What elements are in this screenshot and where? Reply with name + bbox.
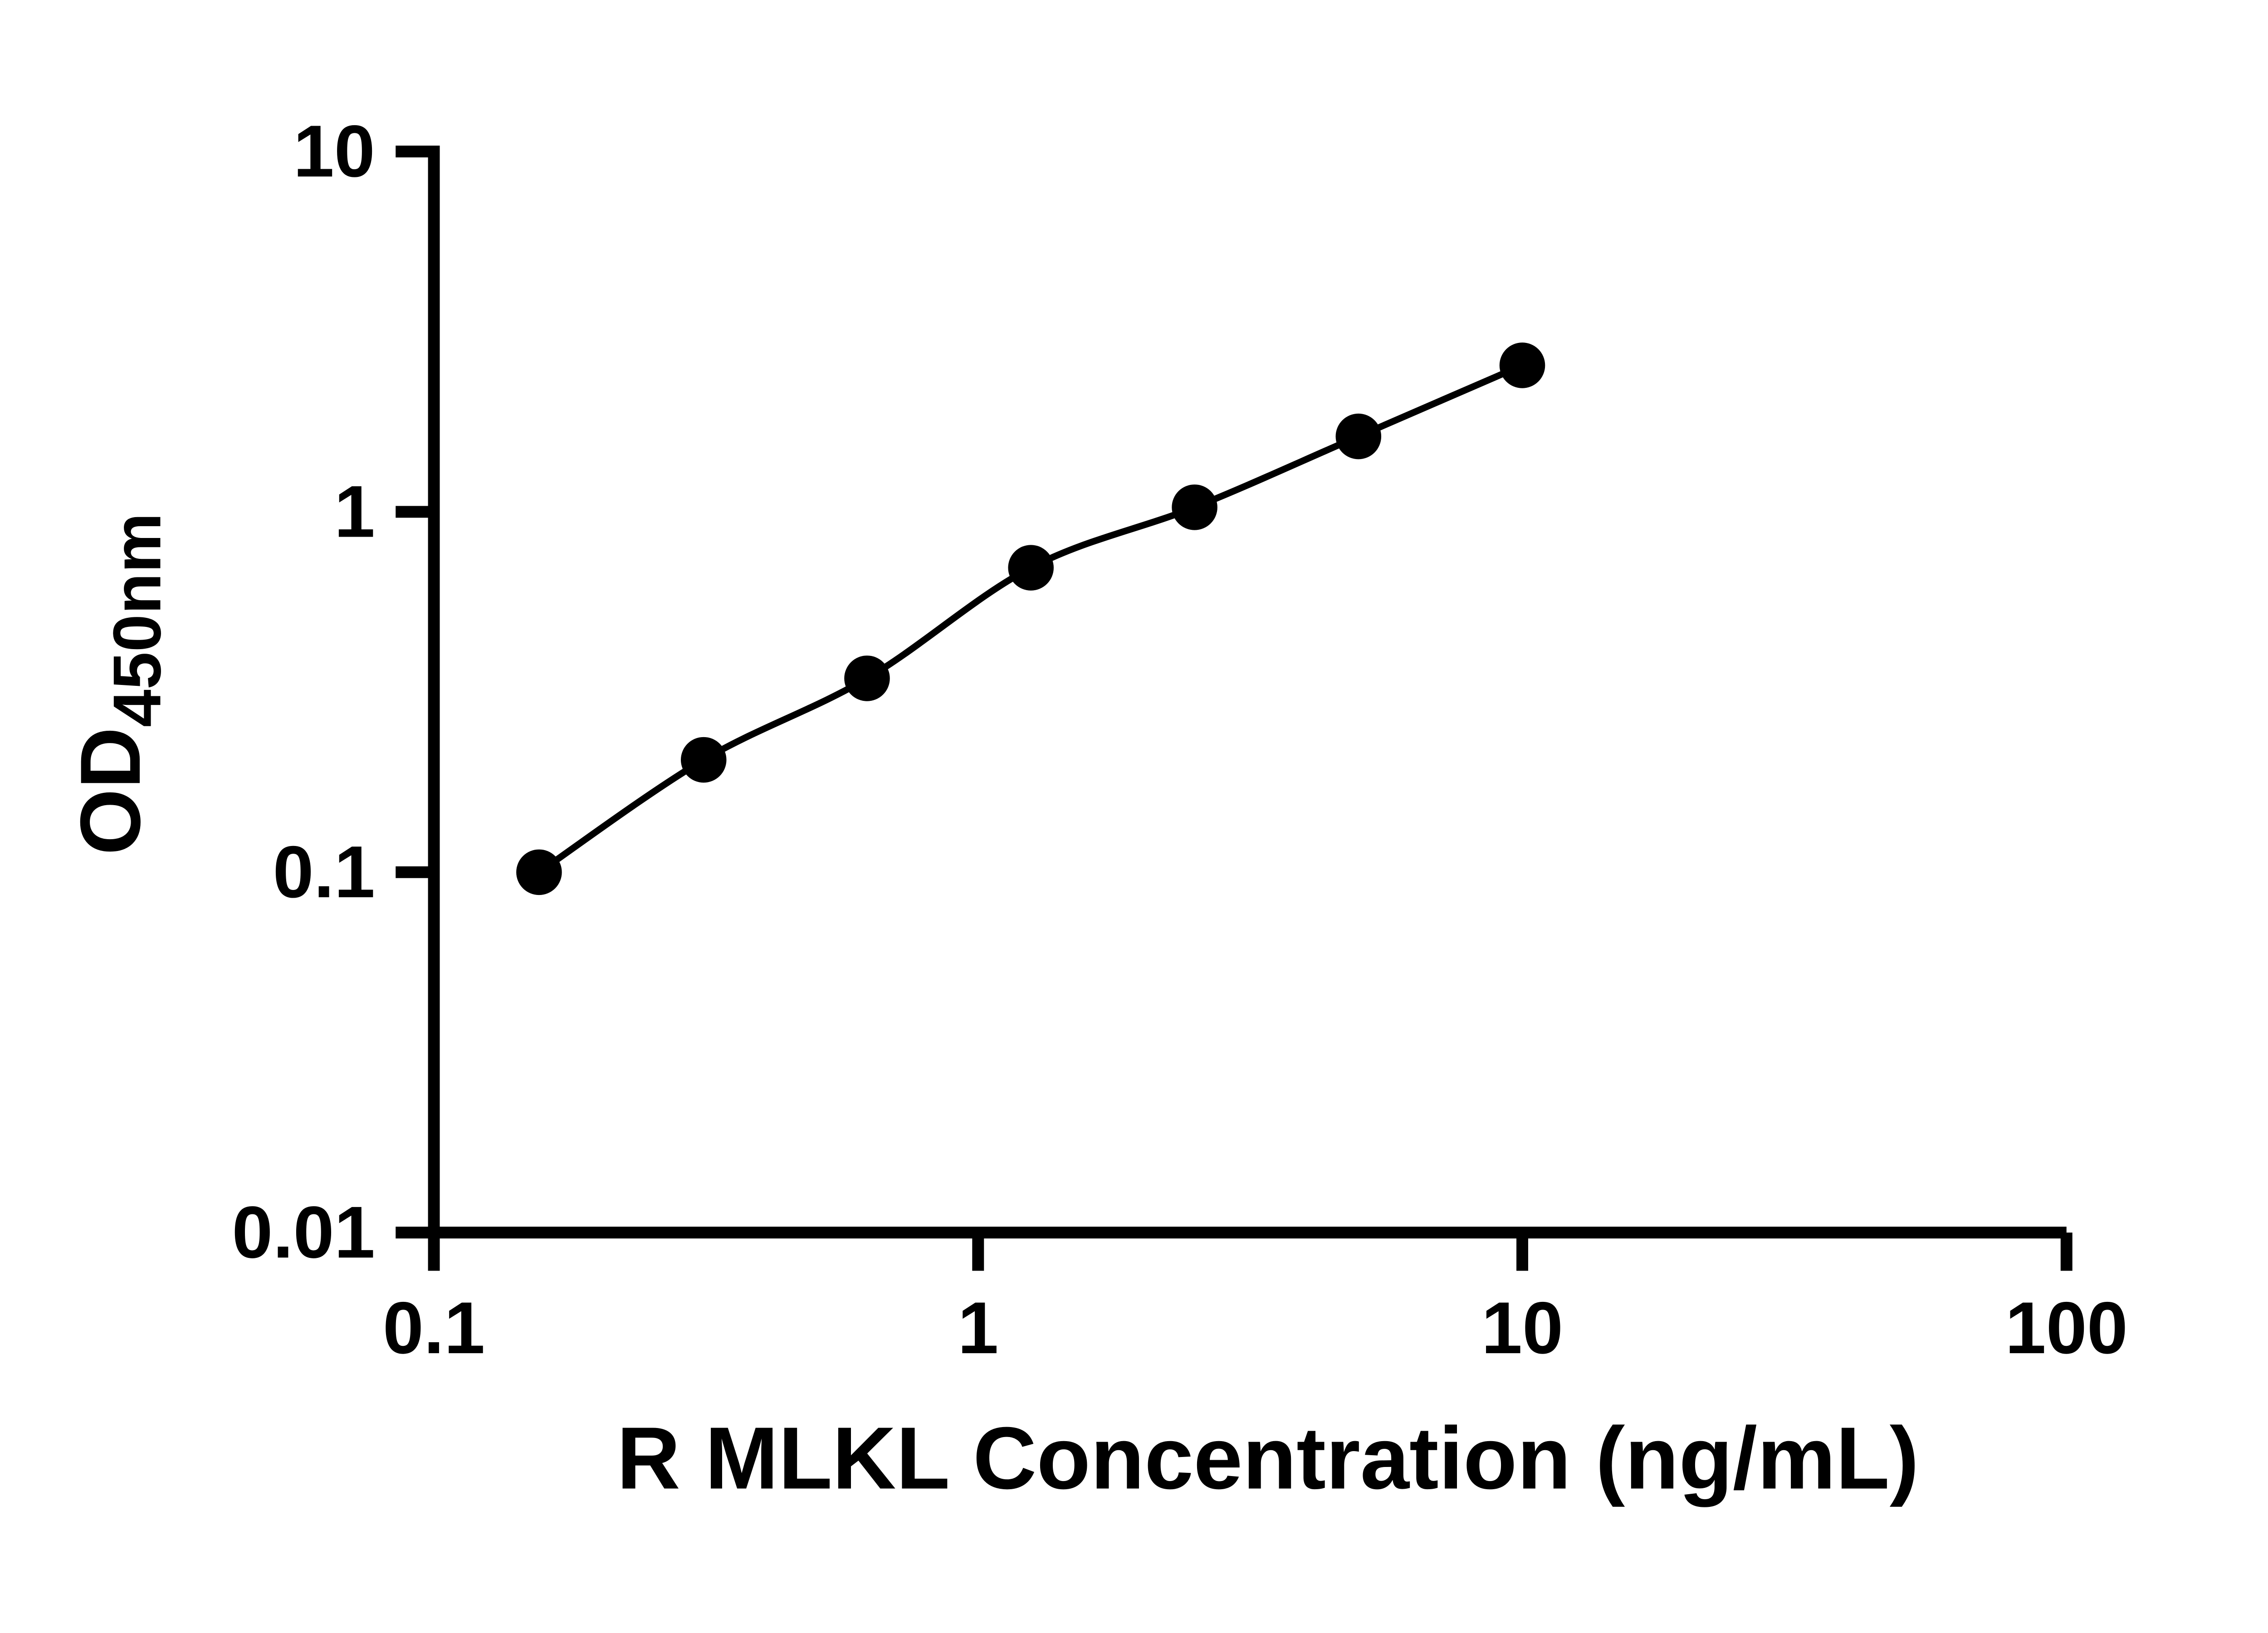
data-point <box>680 737 727 783</box>
axes-layer <box>428 146 2067 1239</box>
x-axis-title: R MLKL Concentration (ng/mL) <box>617 1409 1919 1507</box>
x-tick-label: 10 <box>1481 1287 1563 1369</box>
y-axis-title-subscript: 450nm <box>99 513 175 727</box>
data-point <box>1335 413 1382 460</box>
x-tick-label: 100 <box>2005 1287 2128 1369</box>
y-tick-label: 10 <box>293 110 375 192</box>
y-tick-label: 0.01 <box>232 1191 375 1273</box>
y-tick-label: 0.1 <box>273 831 375 913</box>
x-tick-label: 0.1 <box>383 1287 485 1369</box>
y-tick-label: 1 <box>334 471 375 553</box>
y-axis-title: OD450nm <box>63 513 175 855</box>
y-axis-title-main: OD <box>63 727 158 855</box>
elisa-standard-curve-figure: 0.1 1 10 100 0.01 0.1 1 10 R MLKL Concentration… <box>63 110 2128 1508</box>
data-point <box>1172 484 1217 530</box>
data-point <box>1499 342 1545 388</box>
series-layer <box>516 342 1545 895</box>
ticks-layer <box>396 146 2072 1271</box>
data-point <box>516 849 562 895</box>
data-point <box>1008 545 1054 591</box>
data-point <box>844 655 890 701</box>
x-tick-label: 1 <box>958 1287 998 1369</box>
axis-line <box>428 146 2067 1239</box>
